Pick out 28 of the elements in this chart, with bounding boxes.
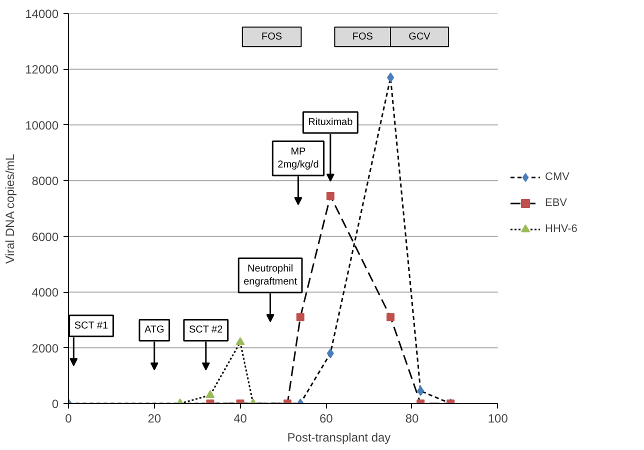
- y-axis-title: Viral DNA copies/mL: [3, 154, 18, 264]
- x-tick-label: 80: [405, 412, 419, 426]
- x-tick-label: 20: [148, 412, 162, 426]
- annotation: ATG: [144, 324, 164, 336]
- annotation: Rituximab: [308, 116, 354, 128]
- annotation: MP 2mg/kg/d: [278, 146, 319, 170]
- annotation: Neutrophil engraftment: [244, 263, 298, 288]
- legend-label: HHV-6: [545, 223, 578, 236]
- x-tick-label: 0: [65, 412, 72, 426]
- annotation: SCT #2: [188, 324, 224, 336]
- legend-label: CMV: [545, 171, 570, 184]
- y-tick-label: 14000: [25, 7, 59, 21]
- y-tick-label: 2000: [32, 341, 59, 356]
- band-label: GCV: [408, 31, 431, 42]
- y-tick-label: 6000: [32, 230, 59, 244]
- x-tick-label: 60: [319, 412, 334, 426]
- band-label: FOS: [262, 31, 282, 42]
- y-tick-label: 0: [52, 397, 59, 411]
- legend-label: EBV: [545, 197, 568, 210]
- x-tick-label: 40: [234, 412, 248, 426]
- y-tick-label: 4000: [32, 286, 59, 300]
- y-tick-label: 12000: [25, 62, 59, 77]
- band-label: FOS: [352, 31, 374, 42]
- y-tick-label: 8000: [32, 174, 59, 188]
- y-tick-label: 10000: [25, 118, 59, 132]
- x-axis-title: Post-transplant day: [287, 430, 391, 444]
- annotation: SCT #1: [74, 320, 108, 332]
- x-tick-label: 100: [488, 412, 508, 426]
